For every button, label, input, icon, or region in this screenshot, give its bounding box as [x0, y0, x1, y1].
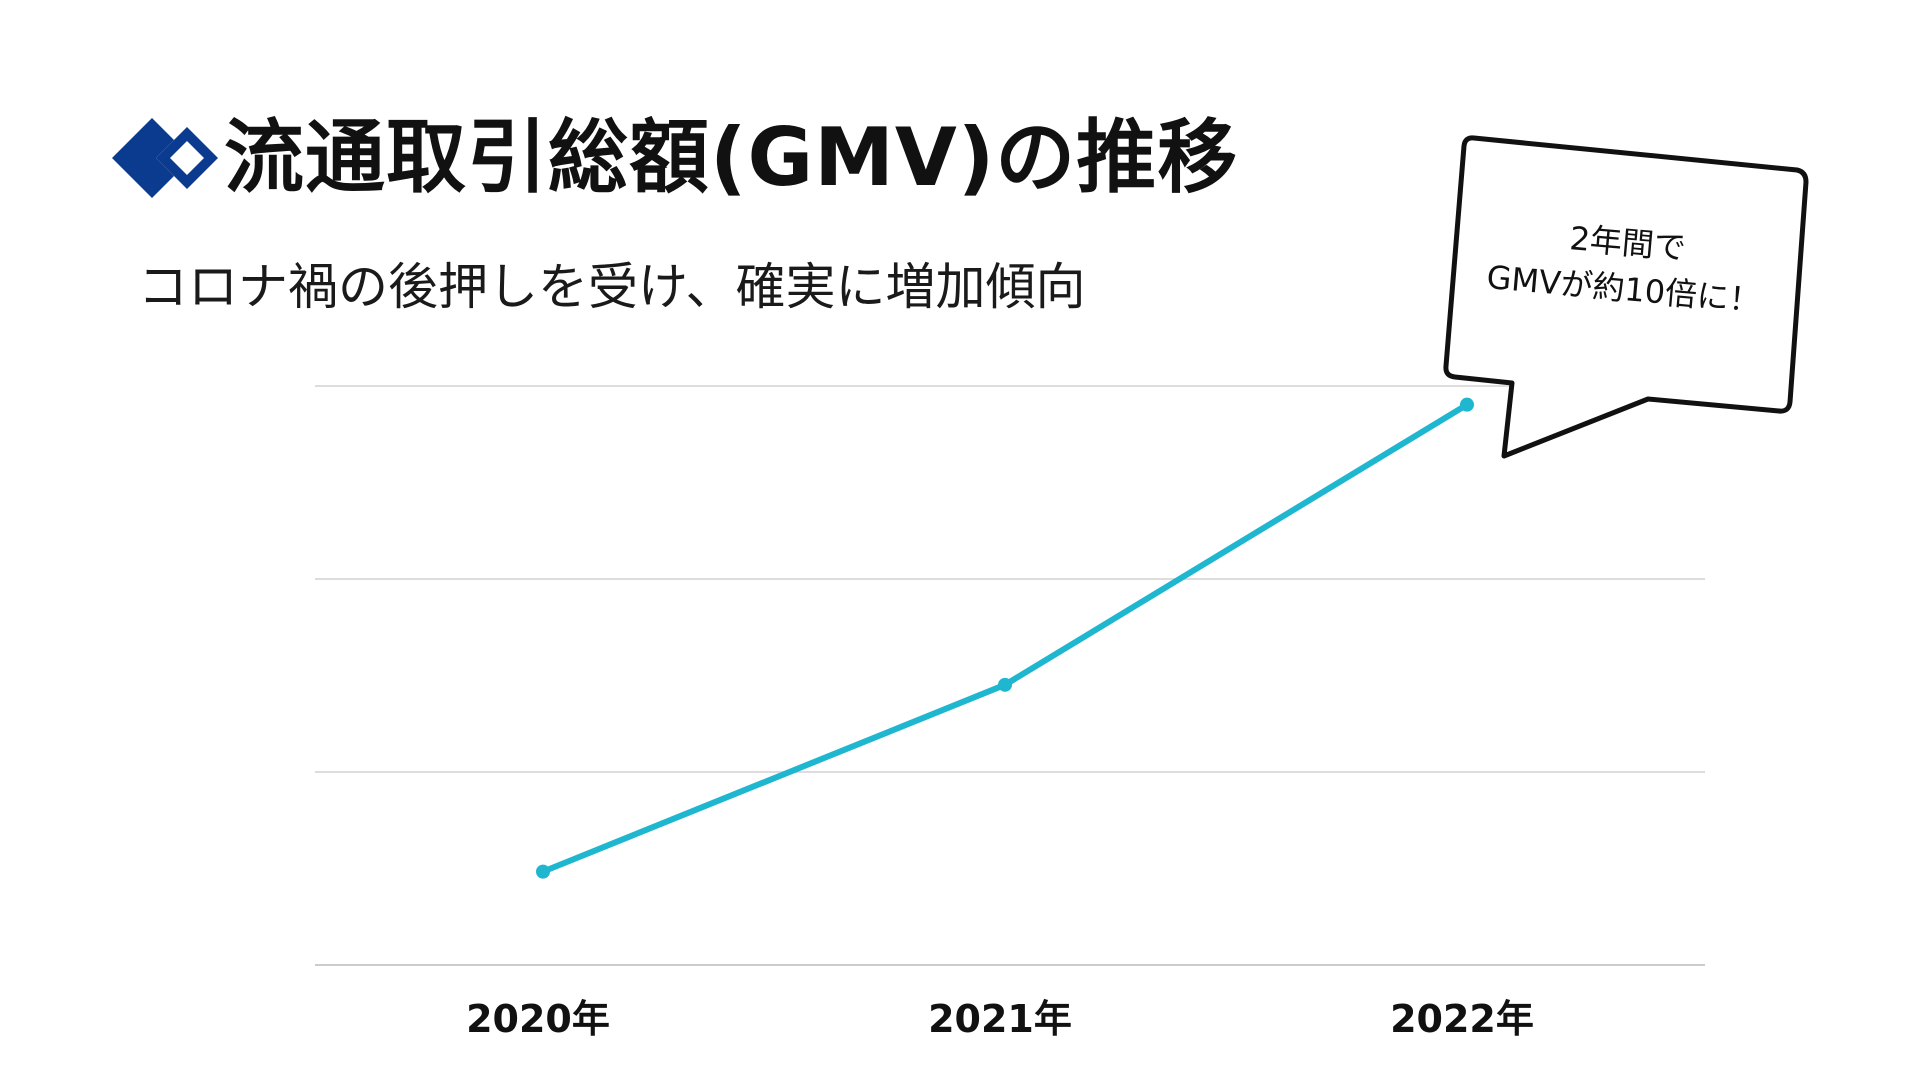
- chart-x-axis: 2020年 2021年 2022年: [466, 997, 1534, 1041]
- diamond-logo-icon: [112, 118, 218, 198]
- data-point-2020: [536, 864, 550, 879]
- page-subtitle: コロナ禍の後押しを受け、確実に増加傾向: [138, 258, 1086, 316]
- x-tick-label: 2021年: [928, 997, 1072, 1041]
- callout-bubble: 2年間で GMVが約10倍に！: [1443, 135, 1809, 459]
- series-line: [540, 401, 1470, 875]
- chart-series: [536, 397, 1474, 879]
- data-point-2022: [1460, 397, 1474, 412]
- chart-gridlines: [315, 385, 1705, 966]
- page-title: 流通取引総額(GMV)の推移: [224, 111, 1239, 204]
- callout-bubble-shape: [1443, 135, 1809, 459]
- x-tick-label: 2022年: [1390, 997, 1534, 1041]
- x-tick-label: 2020年: [466, 997, 610, 1041]
- data-point-2021: [998, 677, 1012, 692]
